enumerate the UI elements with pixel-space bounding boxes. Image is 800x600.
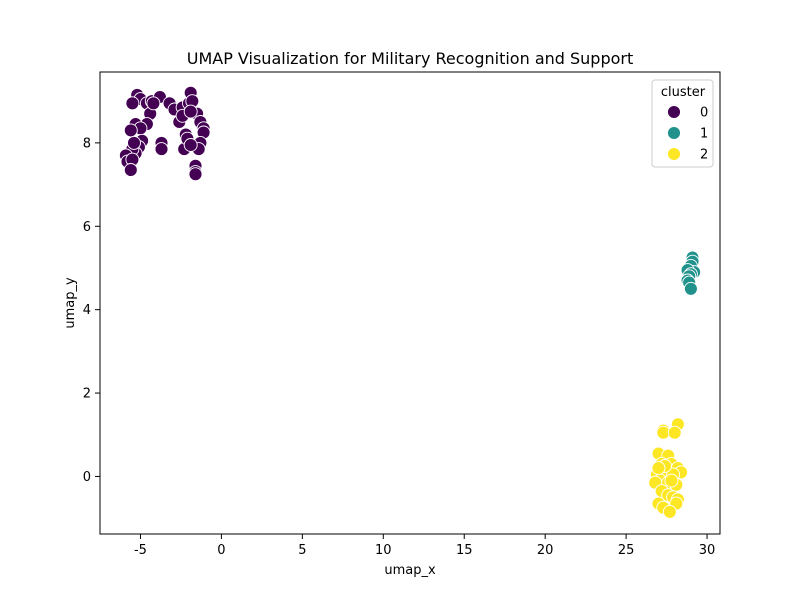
x-tick-label: 5 bbox=[298, 543, 306, 558]
y-axis-label: umap_y bbox=[63, 277, 78, 329]
data-point-cluster-0 bbox=[183, 104, 198, 119]
data-point-cluster-0 bbox=[188, 167, 203, 182]
axes-frame bbox=[99, 71, 721, 535]
legend-entries: 0 1 2 bbox=[667, 105, 708, 163]
plot-area bbox=[118, 85, 702, 519]
data-point-cluster-2 bbox=[667, 425, 682, 440]
legend-box bbox=[651, 79, 714, 168]
legend-label-cluster-2: 2 bbox=[700, 148, 708, 163]
x-tick-label: 20 bbox=[537, 543, 554, 558]
legend-marker-cluster-1 bbox=[667, 126, 681, 140]
data-point-cluster-0 bbox=[125, 96, 140, 111]
y-tick-label: 8 bbox=[83, 136, 91, 151]
x-tick-label: 30 bbox=[699, 543, 716, 558]
data-point-cluster-1 bbox=[683, 281, 698, 296]
legend-marker-cluster-0 bbox=[667, 105, 681, 119]
data-point-cluster-0 bbox=[146, 96, 161, 111]
data-point-cluster-0 bbox=[127, 135, 141, 150]
x-tick-label: 25 bbox=[618, 543, 635, 558]
data-point-cluster-0 bbox=[154, 142, 169, 157]
x-tick-label: 0 bbox=[217, 543, 225, 558]
data-point-cluster-2 bbox=[662, 504, 677, 519]
y-tick-label: 6 bbox=[83, 220, 91, 235]
x-tick-label: -5 bbox=[134, 543, 147, 558]
legend-label-cluster-1: 1 bbox=[700, 127, 708, 142]
data-point-cluster-2 bbox=[664, 473, 679, 488]
legend-marker-cluster-2 bbox=[667, 147, 681, 161]
x-axis-label: umap_x bbox=[384, 563, 436, 578]
data-point-cluster-0 bbox=[123, 123, 138, 138]
legend-title: cluster bbox=[661, 85, 706, 100]
x-tick-label: 15 bbox=[456, 543, 473, 558]
legend-label-cluster-0: 0 bbox=[700, 106, 708, 121]
data-point-cluster-0 bbox=[183, 138, 198, 152]
x-tick-label: 10 bbox=[375, 543, 392, 558]
data-point-cluster-2 bbox=[651, 461, 666, 476]
chart-title: UMAP Visualization for Military Recognit… bbox=[187, 49, 634, 68]
y-tick-label: 2 bbox=[83, 387, 91, 402]
data-point-cluster-0 bbox=[123, 163, 138, 177]
y-tick-label: 4 bbox=[83, 303, 91, 318]
y-tick-label: 0 bbox=[83, 470, 91, 485]
legend: cluster 0 1 2 bbox=[651, 79, 714, 168]
